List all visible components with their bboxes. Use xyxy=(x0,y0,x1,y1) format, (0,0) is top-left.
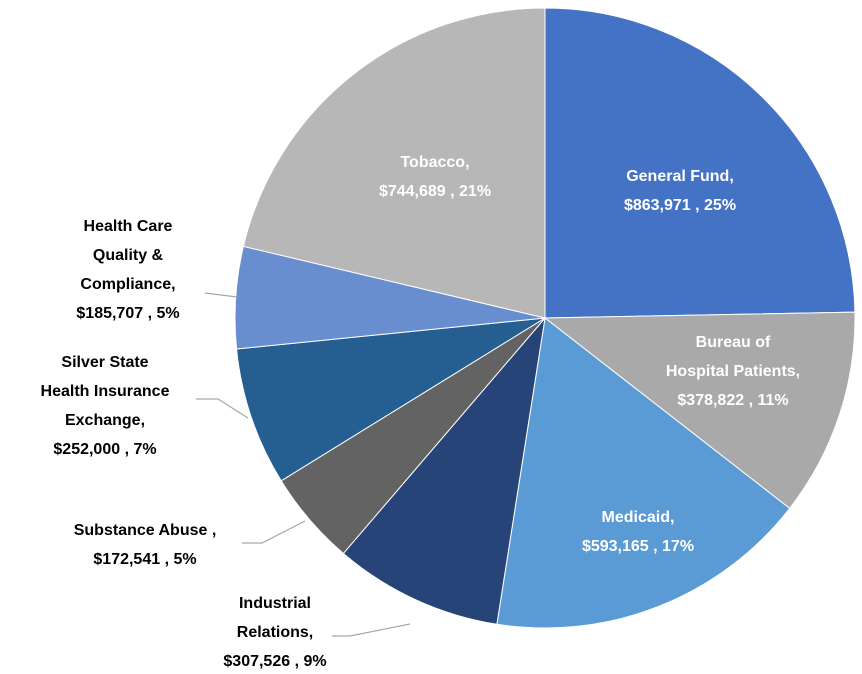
value-label: $593,165 , 17% xyxy=(582,538,694,555)
slices xyxy=(234,7,856,629)
slice xyxy=(342,316,546,625)
leader-line xyxy=(242,520,306,544)
slice-label: Bureau of Hospital Patients, xyxy=(666,334,800,380)
value-label: $378,822 , 11% xyxy=(677,392,788,409)
leader-line xyxy=(196,398,249,419)
value-label: $863,971 , 25% xyxy=(624,197,736,214)
value-label: $307,526 , 9% xyxy=(223,653,326,670)
slice-label: Tobacco, xyxy=(400,154,469,171)
slice-label: Health Care Quality & Compliance, xyxy=(80,218,175,293)
leader-line xyxy=(204,292,238,298)
slice-label: General Fund, xyxy=(626,168,734,185)
slice xyxy=(543,311,856,510)
leader-line xyxy=(332,623,411,637)
value-label: $185,707 , 5% xyxy=(76,305,179,322)
slice xyxy=(236,317,546,482)
value-label: $172,541 , 5% xyxy=(93,551,196,568)
slice xyxy=(544,7,856,319)
slice-label: Industrial Relations, xyxy=(237,595,313,641)
labels: General Fund, $863,971 , 25% Bureau of Hosp… xyxy=(41,154,801,670)
slice xyxy=(496,317,791,629)
slice-label: Medicaid, xyxy=(602,509,675,526)
slice-label: Substance Abuse , xyxy=(74,522,217,539)
slice xyxy=(242,7,546,319)
slice-label: Silver State Health Insurance Exchange, xyxy=(41,354,170,429)
value-label: $744,689 , 21% xyxy=(379,183,491,200)
value-label: $252,000 , 7% xyxy=(53,441,156,458)
